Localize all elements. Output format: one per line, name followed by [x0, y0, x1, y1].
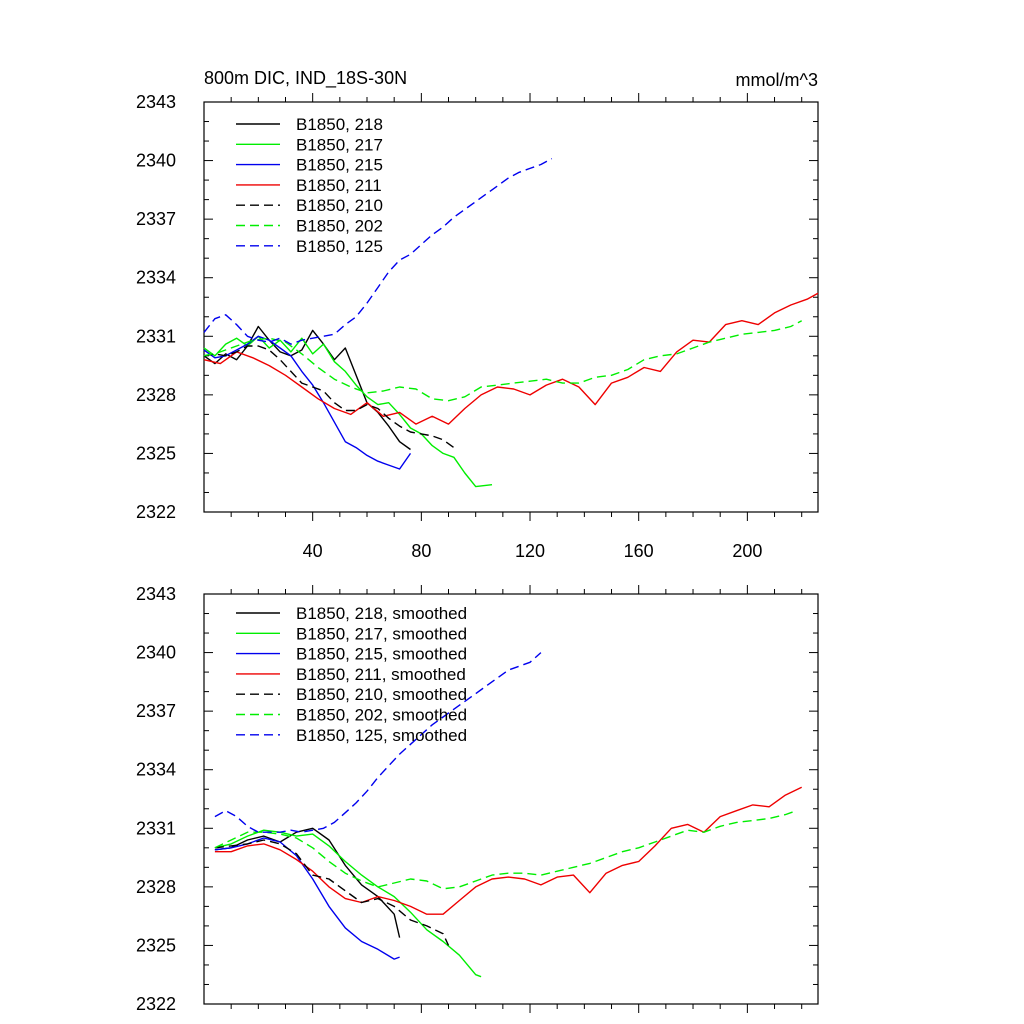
legend-label: B1850, 211, smoothed — [296, 665, 466, 684]
series-line — [214, 839, 450, 946]
legend-label: B1850, 217, smoothed — [296, 624, 467, 643]
y-tick-label: 2331 — [136, 818, 176, 838]
legend-label: B1850, 125, smoothed — [296, 726, 467, 745]
legend-label: B1850, 211 — [296, 176, 382, 195]
bottom-panel: 2322 2325 2328 2331 2334 2337 2340 2343 B1850, 2… — [136, 584, 819, 1014]
y-tick-label: 2325 — [136, 443, 176, 463]
legend-label: B1850, 210, smoothed — [296, 685, 467, 704]
y-tick-label: 2322 — [136, 994, 176, 1014]
x-tick-label: 80 — [411, 541, 431, 561]
y-tick-label: 2343 — [136, 584, 176, 604]
chart-title: 800m DIC, IND_18S-30N — [204, 68, 407, 89]
series-line — [203, 292, 819, 425]
y-tick-label: 2340 — [136, 643, 176, 663]
series-line — [214, 829, 482, 978]
legend-label: B1850, 218 — [296, 115, 383, 134]
series-line — [203, 335, 493, 488]
y-tick-label: 2328 — [136, 385, 176, 405]
y-tick-label: 2325 — [136, 935, 176, 955]
legend-label: B1850, 217 — [296, 135, 383, 154]
x-tick-label: 200 — [732, 541, 762, 561]
legend-label: B1850, 218, smoothed — [296, 604, 467, 623]
legend-label: B1850, 210 — [296, 196, 383, 215]
y-tick-label: 2322 — [136, 502, 176, 522]
y-tick-label: 2334 — [136, 760, 176, 780]
x-tick-label: 120 — [515, 541, 545, 561]
legend-label: B1850, 125 — [296, 237, 383, 256]
x-tick-label: 160 — [624, 541, 654, 561]
series-line — [214, 786, 803, 915]
series-line — [203, 157, 553, 345]
series-line — [203, 320, 803, 402]
y-tick-label: 2340 — [136, 151, 176, 171]
series-line — [214, 652, 542, 833]
y-tick-label: 2331 — [136, 326, 176, 346]
legend-label: B1850, 215, smoothed — [296, 645, 467, 664]
y-tick-label: 2337 — [136, 209, 176, 229]
plot-frame — [203, 593, 819, 1005]
legend-label: B1850, 202, smoothed — [296, 706, 467, 725]
x-tick-label: 40 — [303, 541, 323, 561]
y-tick-label: 2343 — [136, 92, 176, 112]
y-tick-label: 2328 — [136, 877, 176, 897]
y-tick-label: 2334 — [136, 268, 176, 288]
plot-frame — [203, 101, 819, 513]
series-line — [214, 810, 797, 890]
y-tick-label: 2337 — [136, 701, 176, 721]
series-line — [203, 335, 412, 470]
legend-label: B1850, 215 — [296, 156, 383, 175]
legend-label: B1850, 202 — [296, 217, 383, 236]
top-panel: 2322 2325 2328 2331 2334 2337 2340 2343 40 80 120 1… — [136, 92, 819, 561]
chart-units: mmol/m^3 — [736, 70, 818, 90]
series-line — [203, 345, 455, 449]
